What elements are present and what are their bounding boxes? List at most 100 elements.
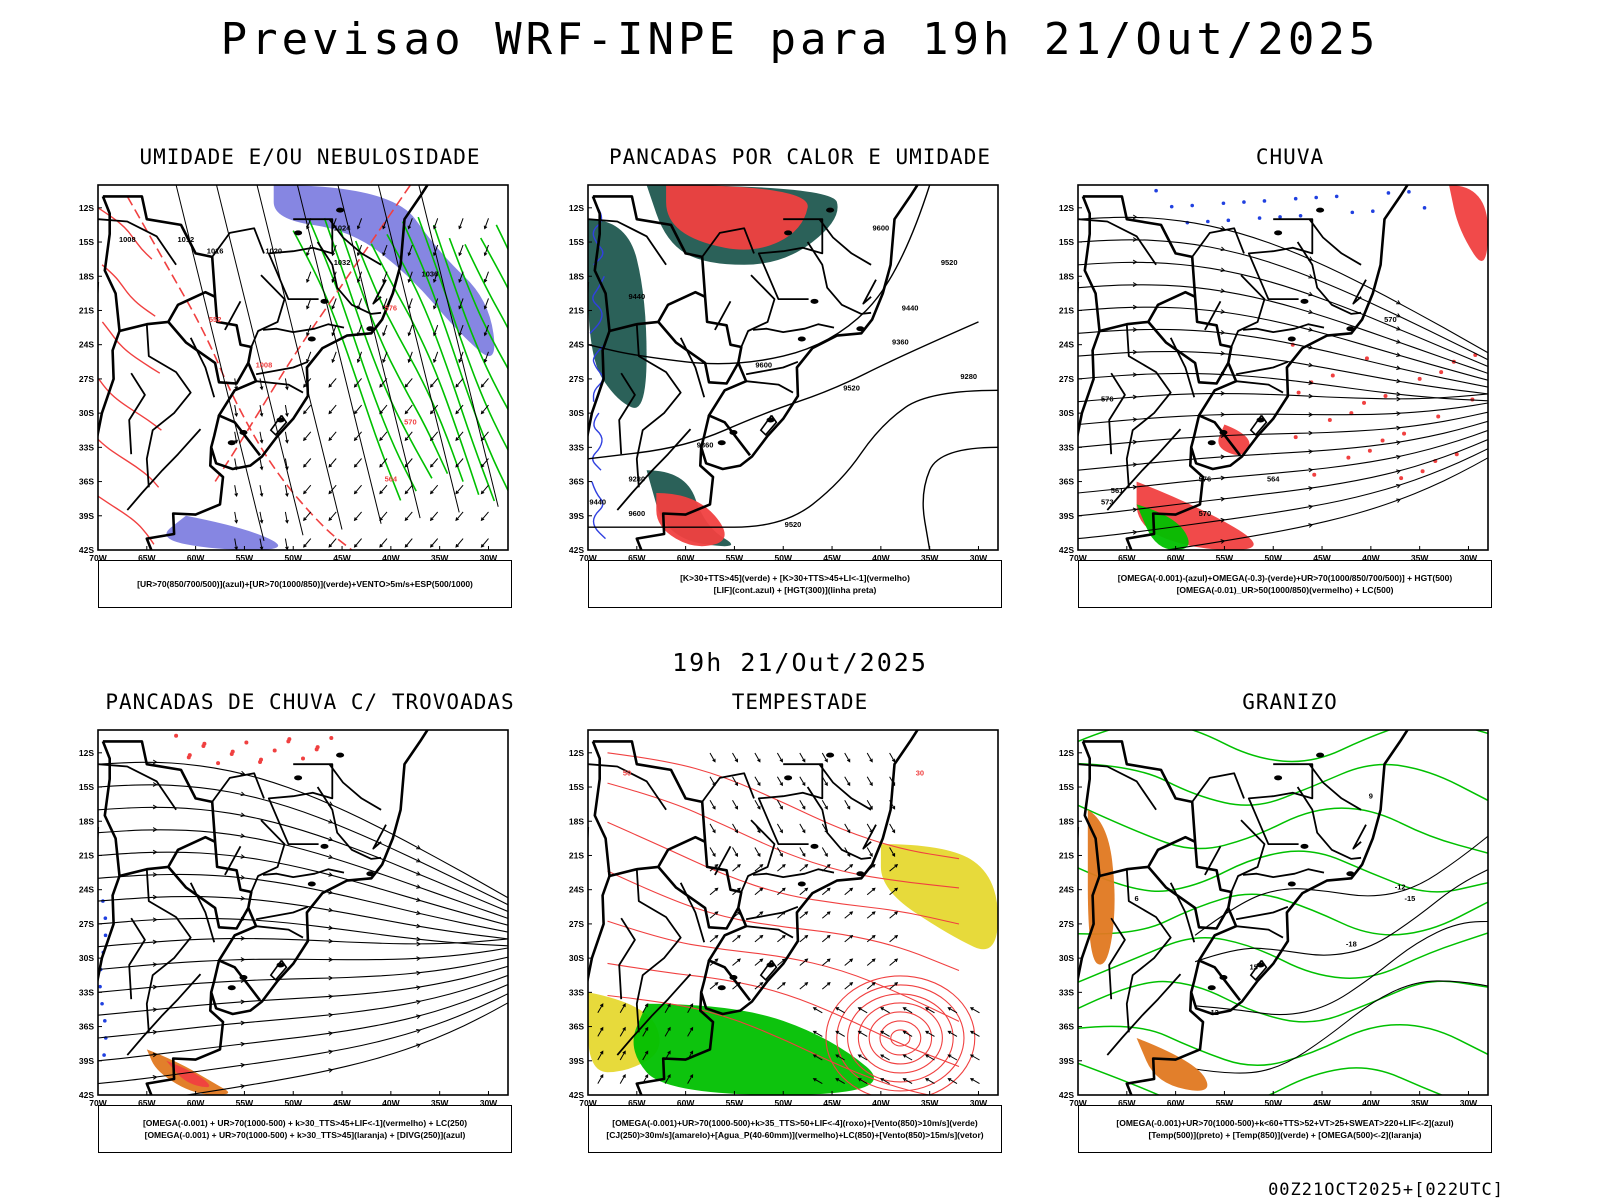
streamline-arrowhead [240,895,246,901]
streamline-arrowhead [1220,517,1226,523]
streamline-arrowhead [416,1043,422,1048]
wind-vector [812,1007,823,1014]
streamline-arrowhead [152,759,158,765]
streamline-arrowhead [240,812,246,818]
wind-arrow [234,405,238,418]
contour-label: 50 [623,769,631,778]
state-border [740,819,776,893]
wind-vector [776,752,783,763]
y-tick-label: 24S [79,885,94,895]
contour-label: 1016 [207,246,224,255]
wind-arrow [429,431,439,442]
wind-vector [812,1030,823,1037]
state-border [262,868,345,878]
lagoon [1249,414,1268,436]
rain-red-speck [1364,356,1369,361]
lc850-red-contour [607,752,960,860]
wind-vector [664,1073,671,1084]
wind-vector [902,1054,913,1061]
humidity-green-contour [464,243,508,330]
storm-red-speck [258,759,263,764]
state-border [757,218,824,300]
wind-arrow [353,511,362,522]
rain-red-speck [1417,376,1422,381]
lake-blob [1287,881,1296,887]
streamline-arrowhead [1132,417,1138,422]
contour-label: 9600 [755,361,772,370]
wind-vector [844,934,854,943]
wind-arrow [259,431,264,444]
wind-vector [889,934,899,943]
state-border [745,905,799,921]
streamline-arrowhead [1308,467,1314,473]
y-tick-label: 39S [1059,511,1074,521]
x-tick-label: 55W [1216,553,1234,563]
streamline-arrowhead [1396,440,1402,445]
streamline-arrowhead [1132,214,1138,220]
wind-vector [799,934,809,943]
wind-arrow [382,298,388,310]
plot-area [98,730,508,1095]
streamline-arrowhead [416,985,422,990]
wind-vector [925,1007,935,1014]
wind-arrow [429,404,439,415]
humidity-green-contour [308,218,417,492]
wind-arrow [328,484,337,495]
wind-arrow [234,431,238,444]
country-border [167,321,250,385]
lc850-red-contour [836,984,965,1092]
wind-arrow [483,218,489,230]
pressure-contour [215,185,304,536]
wind-arrow [404,511,413,522]
x-tick-label: 70W [1069,1098,1087,1108]
state-border [1308,763,1362,811]
wind-arrow [483,244,489,257]
divergence-blue-speck [103,1019,107,1023]
streamline [1078,392,1488,403]
y-tick-label: 33S [1059,987,1074,997]
streamline-arrowhead [328,994,334,999]
streamline-arrowhead [1308,486,1314,491]
x-tick-label: 35W [431,1098,449,1108]
y-tick-label: 36S [569,1022,584,1032]
wind-vector [777,934,786,943]
wind-arrow [480,511,489,522]
wind-vector [835,1054,845,1061]
y-tick-label: 24S [1059,885,1074,895]
streamline-arrowhead [416,936,422,942]
panel-title: CHUVA [1255,145,1325,169]
wind-vector [821,911,831,919]
streamline-arrowhead [328,907,334,913]
streamline-arrowhead [416,1029,422,1034]
streamline-arrowhead [1132,394,1138,400]
contour-label: 576 [385,303,398,312]
x-tick-label: 60W [187,553,205,563]
streamline-arrowhead [328,925,334,931]
x-tick-label: 45W [1313,1098,1331,1108]
country-border [209,960,221,993]
wind-arrow [284,538,289,550]
streamline-arrowhead [416,956,422,961]
wind-vector [866,800,873,810]
rain-blue-speck [1371,209,1375,214]
country-border [1189,415,1201,448]
x-tick-label: 65W [138,553,156,563]
state-border [126,973,202,1056]
state-border [1247,763,1314,845]
state-border [189,337,216,398]
streamline-arrowhead [1132,282,1138,287]
wind-vector [619,1003,626,1014]
legend-box: [OMEGA(-0.001) + UR>70(1000-500) + k>30_… [98,1105,512,1153]
contour-label: 9440 [902,303,919,312]
rain-blue-speck [1206,219,1210,224]
streamline-arrowhead [416,845,421,850]
wind-arrow [458,271,464,283]
rain-blue-speck [1154,188,1158,193]
contour-label: 564 [385,475,398,484]
wind-arrow [433,351,439,364]
state-border [752,868,835,878]
divergence-blue-speck [100,1001,104,1006]
streamline-arrowhead [1132,237,1138,242]
wind-arrow [458,351,464,364]
